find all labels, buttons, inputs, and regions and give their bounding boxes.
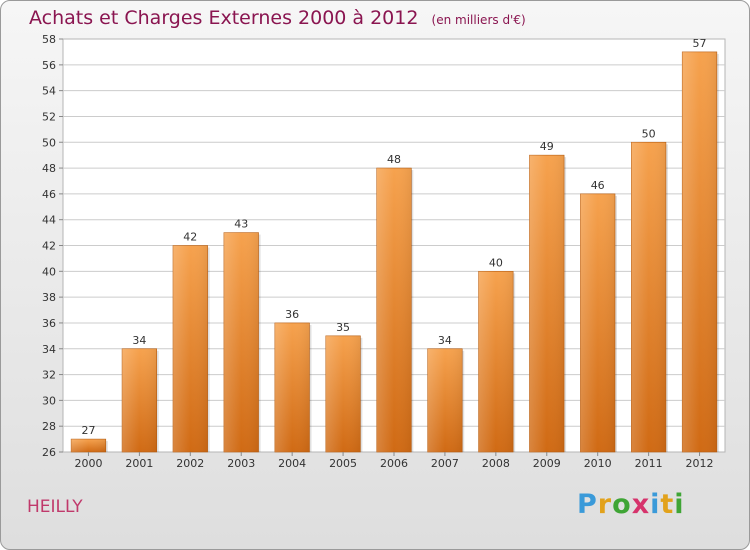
y-tick-label: 44 (42, 214, 56, 227)
y-tick-label: 46 (42, 188, 56, 201)
value-label: 35 (336, 321, 350, 334)
x-tick-label: 2007 (431, 457, 459, 470)
x-tick-label: 2012 (686, 457, 714, 470)
value-label: 46 (591, 179, 605, 192)
y-tick-label: 48 (42, 162, 56, 175)
value-label: 34 (132, 334, 146, 347)
value-label: 36 (285, 308, 299, 321)
x-tick-label: 2001 (125, 457, 153, 470)
bar-highlight (478, 271, 514, 452)
y-tick-label: 40 (42, 265, 56, 278)
logo-letter: P (577, 489, 598, 520)
y-tick-label: 36 (42, 317, 56, 330)
y-tick-label: 34 (42, 343, 56, 356)
y-tick-label: 30 (42, 394, 56, 407)
logo-letter: t (660, 489, 675, 520)
title-row: Achats et Charges Externes 2000 à 2012 (… (29, 7, 526, 29)
value-label: 40 (489, 256, 503, 269)
bar-highlight (529, 155, 565, 452)
y-tick-label: 52 (42, 110, 56, 123)
x-tick-label: 2006 (380, 457, 408, 470)
bar-highlight (71, 439, 106, 452)
logo-letter: o (612, 489, 632, 520)
bar-highlight (122, 348, 157, 452)
bar-highlight (274, 322, 310, 452)
bar-highlight (172, 245, 208, 452)
x-tick-label: 2009 (533, 457, 561, 470)
x-tick-label: 2004 (278, 457, 306, 470)
y-tick-label: 32 (42, 369, 56, 382)
bar-highlight (325, 335, 361, 452)
y-tick-label: 38 (42, 291, 56, 304)
chart-title: Achats et Charges Externes 2000 à 2012 (29, 7, 419, 29)
chart-unit: (en milliers d'€) (431, 13, 526, 27)
bar-highlight (376, 168, 412, 452)
logo-letter: r (597, 489, 613, 520)
value-label: 50 (642, 127, 656, 140)
x-tick-label: 2005 (329, 457, 357, 470)
y-tick-label: 28 (42, 420, 56, 433)
logo-letter: x (631, 489, 651, 520)
bar-highlight (682, 51, 717, 452)
bar-highlight (580, 193, 616, 452)
x-tick-label: 2010 (584, 457, 612, 470)
bar-highlight (427, 348, 463, 452)
y-tick-label: 54 (42, 85, 56, 98)
logo-letter: i (650, 489, 661, 520)
value-label: 48 (387, 153, 401, 166)
y-tick-label: 58 (42, 33, 56, 46)
x-tick-label: 2011 (635, 457, 663, 470)
value-label: 34 (438, 334, 452, 347)
bar-highlight (223, 232, 259, 452)
logo-letter: i (674, 489, 685, 520)
value-label: 57 (693, 37, 707, 50)
y-axis: 26 28 30 32 34 36 38 40 42 44 46 48 50 52 54 56 58 (42, 33, 63, 459)
y-tick-label: 26 (42, 446, 56, 459)
y-tick-label: 42 (42, 240, 56, 253)
x-axis: 2000 2001 2002 2003 2004 2005 2006 2007 2008 2009… (74, 452, 714, 470)
x-tick-label: 2002 (176, 457, 204, 470)
value-label: 27 (81, 424, 95, 437)
x-tick-label: 2008 (482, 457, 510, 470)
value-labels: 27 34 42 43 36 35 48 34 40 49 46 50 57 (81, 37, 706, 437)
value-label: 49 (540, 140, 554, 153)
value-label: 43 (234, 218, 248, 231)
y-tick-label: 56 (42, 59, 56, 72)
x-tick-label: 2000 (74, 457, 102, 470)
bars (70, 51, 719, 453)
x-tick-label: 2003 (227, 457, 255, 470)
y-tick-label: 50 (42, 136, 56, 149)
commune-name: HEILLY (27, 497, 83, 517)
value-label: 42 (183, 231, 197, 244)
proxiti-logo: Proxiti (577, 489, 685, 520)
bar-highlight (631, 142, 666, 452)
